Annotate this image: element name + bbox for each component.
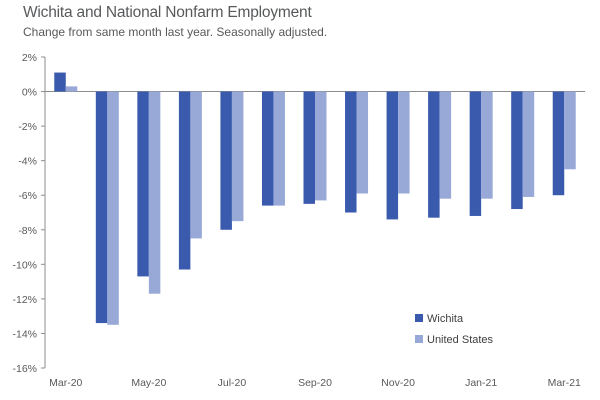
x-tick-label: Jan-21 bbox=[465, 377, 497, 389]
legend-swatch-united-states bbox=[415, 335, 423, 343]
bar-united-states-feb-21 bbox=[522, 91, 535, 197]
bar-wichita-dec-20 bbox=[428, 91, 440, 218]
legend-label: Wichita bbox=[427, 313, 464, 325]
x-tick-label: May-20 bbox=[131, 377, 166, 389]
bar-united-states-nov-20 bbox=[398, 91, 410, 194]
y-tick-label: -10% bbox=[12, 259, 37, 271]
bar-wichita-oct-20 bbox=[345, 91, 357, 213]
x-tick-label: Mar-21 bbox=[548, 377, 581, 389]
x-tick-label: Mar-20 bbox=[49, 377, 82, 389]
x-tick-label: Jul-20 bbox=[218, 377, 247, 389]
bar-wichita-jun-20 bbox=[178, 91, 191, 270]
bar-united-states-mar-20 bbox=[65, 86, 78, 92]
bar-united-states-oct-20 bbox=[356, 91, 369, 194]
y-tick-label: 0% bbox=[22, 87, 37, 99]
bar-wichita-sep-20 bbox=[303, 91, 315, 204]
y-tick-label: -6% bbox=[18, 190, 37, 202]
bar-wichita-jan-21 bbox=[469, 91, 482, 216]
bar-wichita-mar-21 bbox=[552, 91, 565, 196]
bar-united-states-aug-20 bbox=[273, 91, 285, 206]
bar-united-states-jul-20 bbox=[231, 91, 244, 222]
bar-united-states-jan-21 bbox=[481, 91, 493, 199]
chart-subtitle: Change from same month last year. Season… bbox=[23, 25, 328, 39]
legend-swatch-wichita bbox=[415, 314, 423, 322]
bar-united-states-mar-21 bbox=[564, 91, 576, 170]
bar-wichita-nov-20 bbox=[386, 91, 399, 220]
bar-wichita-aug-20 bbox=[261, 91, 274, 206]
x-tick-label: Nov-20 bbox=[381, 377, 415, 389]
y-tick-label: -16% bbox=[12, 363, 37, 375]
y-tick-label: -4% bbox=[18, 156, 37, 168]
chart-title: Wichita and National Nonfarm Employment bbox=[23, 4, 312, 21]
bar-united-states-jun-20 bbox=[190, 91, 202, 239]
bar-united-states-may-20 bbox=[148, 91, 161, 294]
y-tick-label: -8% bbox=[18, 225, 37, 237]
y-tick-label: 2% bbox=[22, 52, 37, 64]
bar-wichita-mar-20 bbox=[54, 72, 66, 92]
x-tick-label: Sep-20 bbox=[298, 377, 332, 389]
bar-united-states-apr-20 bbox=[107, 91, 119, 325]
legend-label: United States bbox=[427, 334, 494, 346]
bar-wichita-feb-21 bbox=[511, 91, 523, 210]
bar-wichita-may-20 bbox=[137, 91, 149, 277]
bar-wichita-apr-20 bbox=[95, 91, 108, 324]
y-tick-label: -2% bbox=[18, 121, 37, 133]
bar-wichita-jul-20 bbox=[220, 91, 232, 230]
bar-united-states-sep-20 bbox=[315, 91, 327, 201]
bar-united-states-dec-20 bbox=[439, 91, 452, 199]
y-tick-label: -14% bbox=[12, 328, 37, 340]
y-tick-label: -12% bbox=[12, 294, 37, 306]
